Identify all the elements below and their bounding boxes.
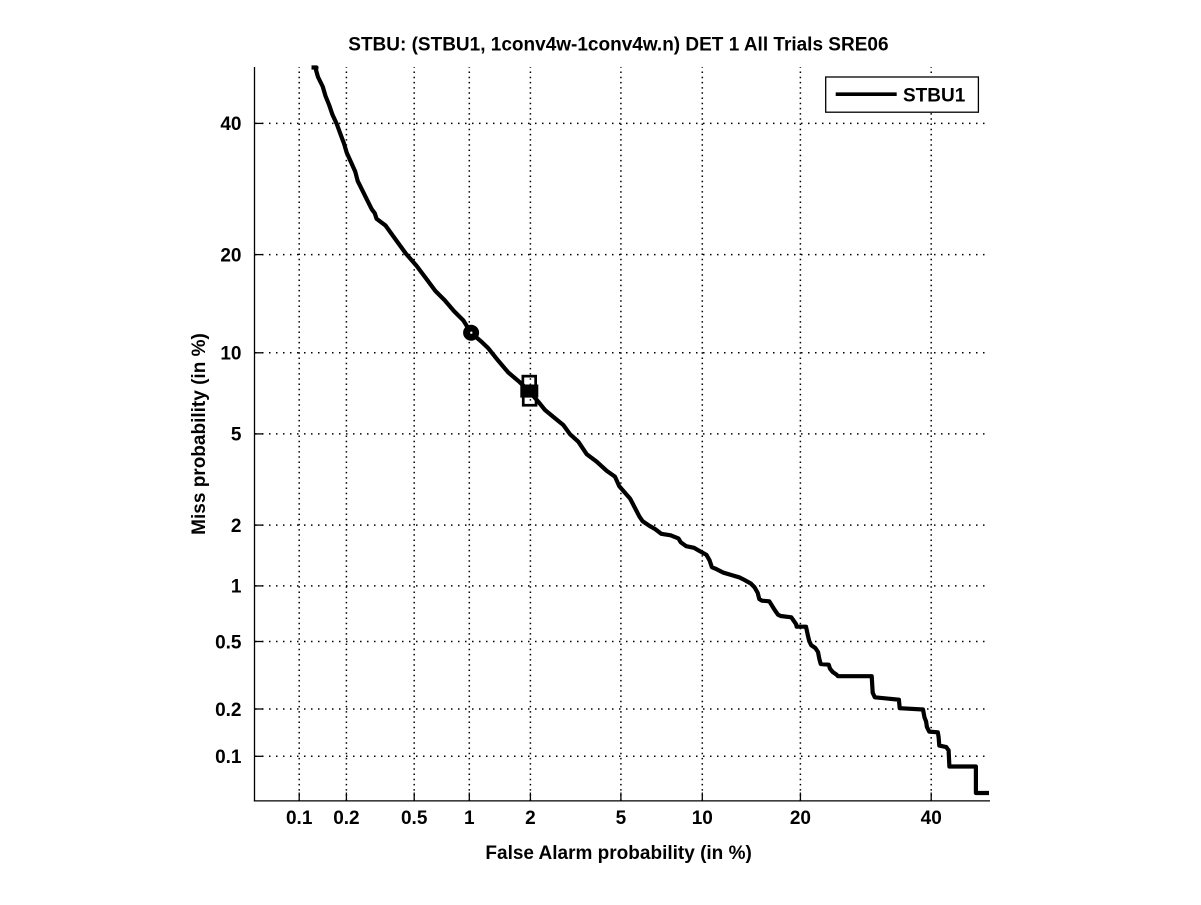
svg-text:5: 5 xyxy=(616,808,627,829)
svg-text:Miss probability (in %): Miss probability (in %) xyxy=(189,333,210,535)
svg-text:2: 2 xyxy=(525,808,536,829)
svg-text:40: 40 xyxy=(921,808,942,829)
svg-text:0.5: 0.5 xyxy=(401,808,428,829)
svg-text:1: 1 xyxy=(464,808,475,829)
svg-text:0.1: 0.1 xyxy=(286,808,313,829)
svg-text:0.5: 0.5 xyxy=(215,632,242,653)
svg-text:2: 2 xyxy=(231,516,242,537)
svg-text:0.1: 0.1 xyxy=(215,747,242,768)
svg-text:10: 10 xyxy=(220,344,241,365)
svg-text:False Alarm probability (in %): False Alarm probability (in %) xyxy=(485,843,751,864)
svg-text:5: 5 xyxy=(231,425,242,446)
svg-text:20: 20 xyxy=(220,245,241,266)
svg-text:1: 1 xyxy=(231,577,242,598)
svg-text:10: 10 xyxy=(692,808,713,829)
svg-text:40: 40 xyxy=(220,114,241,135)
svg-text:STBU1: STBU1 xyxy=(903,86,966,107)
svg-text:20: 20 xyxy=(790,808,811,829)
svg-text:STBU: (STBU1, 1conv4w-1conv4w.: STBU: (STBU1, 1conv4w-1conv4w.n) DET 1 A… xyxy=(348,35,888,56)
svg-text:0.2: 0.2 xyxy=(333,808,359,829)
svg-text:0.2: 0.2 xyxy=(215,700,241,721)
